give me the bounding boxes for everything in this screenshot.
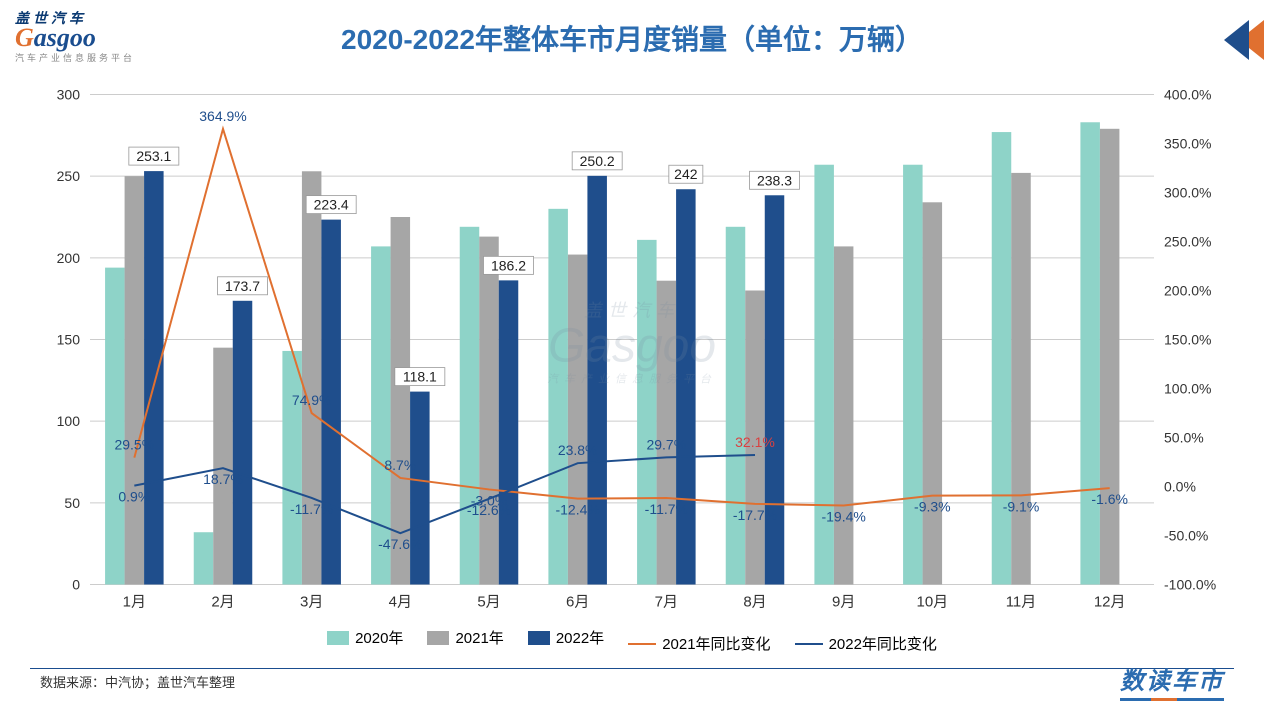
svg-text:253.1: 253.1 (136, 148, 171, 164)
svg-text:-11.7%: -11.7% (290, 501, 333, 517)
svg-text:0.9%: 0.9% (118, 489, 150, 505)
svg-text:200.0%: 200.0% (1164, 283, 1211, 299)
legend-item: 2020年 (327, 627, 403, 648)
header: 盖世汽车 Gasgoo 汽车产业信息服务平台 2020-2022年整体车市月度销… (0, 0, 1264, 70)
svg-text:300: 300 (57, 87, 81, 103)
svg-text:350.0%: 350.0% (1164, 136, 1211, 152)
svg-text:250.0%: 250.0% (1164, 234, 1211, 250)
footer-divider (30, 668, 1234, 669)
svg-text:-1.6%: -1.6% (1091, 491, 1128, 507)
svg-text:-12.4%: -12.4% (555, 502, 599, 518)
legend-item: 2021年 (427, 627, 503, 648)
svg-text:-19.4%: -19.4% (821, 509, 865, 525)
svg-text:11月: 11月 (1006, 594, 1037, 611)
corner-arrow-icon (1214, 20, 1264, 60)
source-label: 数据来源：中汽协；盖世汽车整理 (40, 672, 235, 691)
svg-text:100: 100 (57, 413, 81, 429)
svg-text:8月: 8月 (743, 594, 766, 611)
svg-text:10月: 10月 (916, 594, 948, 611)
svg-text:7月: 7月 (655, 594, 678, 611)
svg-text:223.4: 223.4 (314, 197, 349, 213)
svg-text:-12.6%: -12.6% (467, 502, 511, 518)
svg-text:-50.0%: -50.0% (1164, 528, 1208, 544)
svg-text:250: 250 (57, 168, 81, 184)
svg-text:12月: 12月 (1094, 594, 1126, 611)
svg-text:29.7%: 29.7% (646, 436, 686, 452)
svg-text:400.0%: 400.0% (1164, 87, 1211, 103)
svg-text:0.0%: 0.0% (1164, 479, 1196, 495)
legend-item: 2021年同比变化 (628, 633, 770, 654)
legend-item: 2022年 (528, 627, 604, 648)
chart-area: 0 50 100 150 200 250 300 -100.0% -50.0% 0.0% 50.0%… (30, 80, 1234, 629)
svg-text:150.0%: 150.0% (1164, 332, 1211, 348)
svg-text:242: 242 (674, 166, 698, 182)
svg-text:0: 0 (72, 577, 80, 593)
svg-text:-11.7%: -11.7% (645, 501, 688, 517)
svg-text:4月: 4月 (389, 594, 412, 611)
svg-text:29.5%: 29.5% (114, 437, 154, 453)
legend: 2020年 2021年 2022年 2021年同比变化 2022年同比变化 (0, 627, 1264, 654)
footer-brand: 数读车市 (1120, 661, 1224, 701)
svg-text:9月: 9月 (832, 594, 855, 611)
chart-svg: 0 50 100 150 200 250 300 -100.0% -50.0% 0.0% 50.0%… (30, 80, 1234, 629)
svg-text:1月: 1月 (123, 594, 146, 611)
svg-text:150: 150 (57, 332, 81, 348)
chart-title: 2020-2022年整体车市月度销量（单位：万辆） (0, 18, 1264, 58)
legend-item: 2022年同比变化 (795, 633, 937, 654)
svg-text:200: 200 (57, 250, 81, 266)
svg-text:50.0%: 50.0% (1164, 430, 1204, 446)
svg-text:238.3: 238.3 (757, 172, 792, 188)
svg-text:118.1: 118.1 (403, 369, 437, 385)
svg-text:250.2: 250.2 (580, 153, 615, 169)
svg-text:74.9%: 74.9% (292, 392, 332, 408)
svg-text:23.8%: 23.8% (558, 442, 598, 458)
svg-text:6月: 6月 (566, 594, 589, 611)
svg-text:186.2: 186.2 (491, 257, 526, 273)
svg-text:173.7: 173.7 (225, 278, 260, 294)
svg-text:50: 50 (64, 495, 80, 511)
svg-text:18.7%: 18.7% (203, 471, 243, 487)
svg-text:32.1%: 32.1% (735, 434, 775, 450)
svg-text:300.0%: 300.0% (1164, 185, 1211, 201)
svg-text:-17.7%: -17.7% (733, 507, 777, 523)
svg-text:100.0%: 100.0% (1164, 381, 1211, 397)
svg-text:3月: 3月 (300, 594, 323, 611)
svg-text:2月: 2月 (211, 594, 234, 611)
svg-text:364.9%: 364.9% (199, 108, 246, 124)
svg-text:8.7%: 8.7% (384, 457, 416, 473)
svg-text:-9.1%: -9.1% (1003, 498, 1040, 514)
svg-text:-100.0%: -100.0% (1164, 577, 1216, 593)
svg-text:-47.6%: -47.6% (378, 536, 422, 552)
svg-text:5月: 5月 (477, 594, 500, 611)
svg-text:-9.3%: -9.3% (914, 499, 951, 515)
